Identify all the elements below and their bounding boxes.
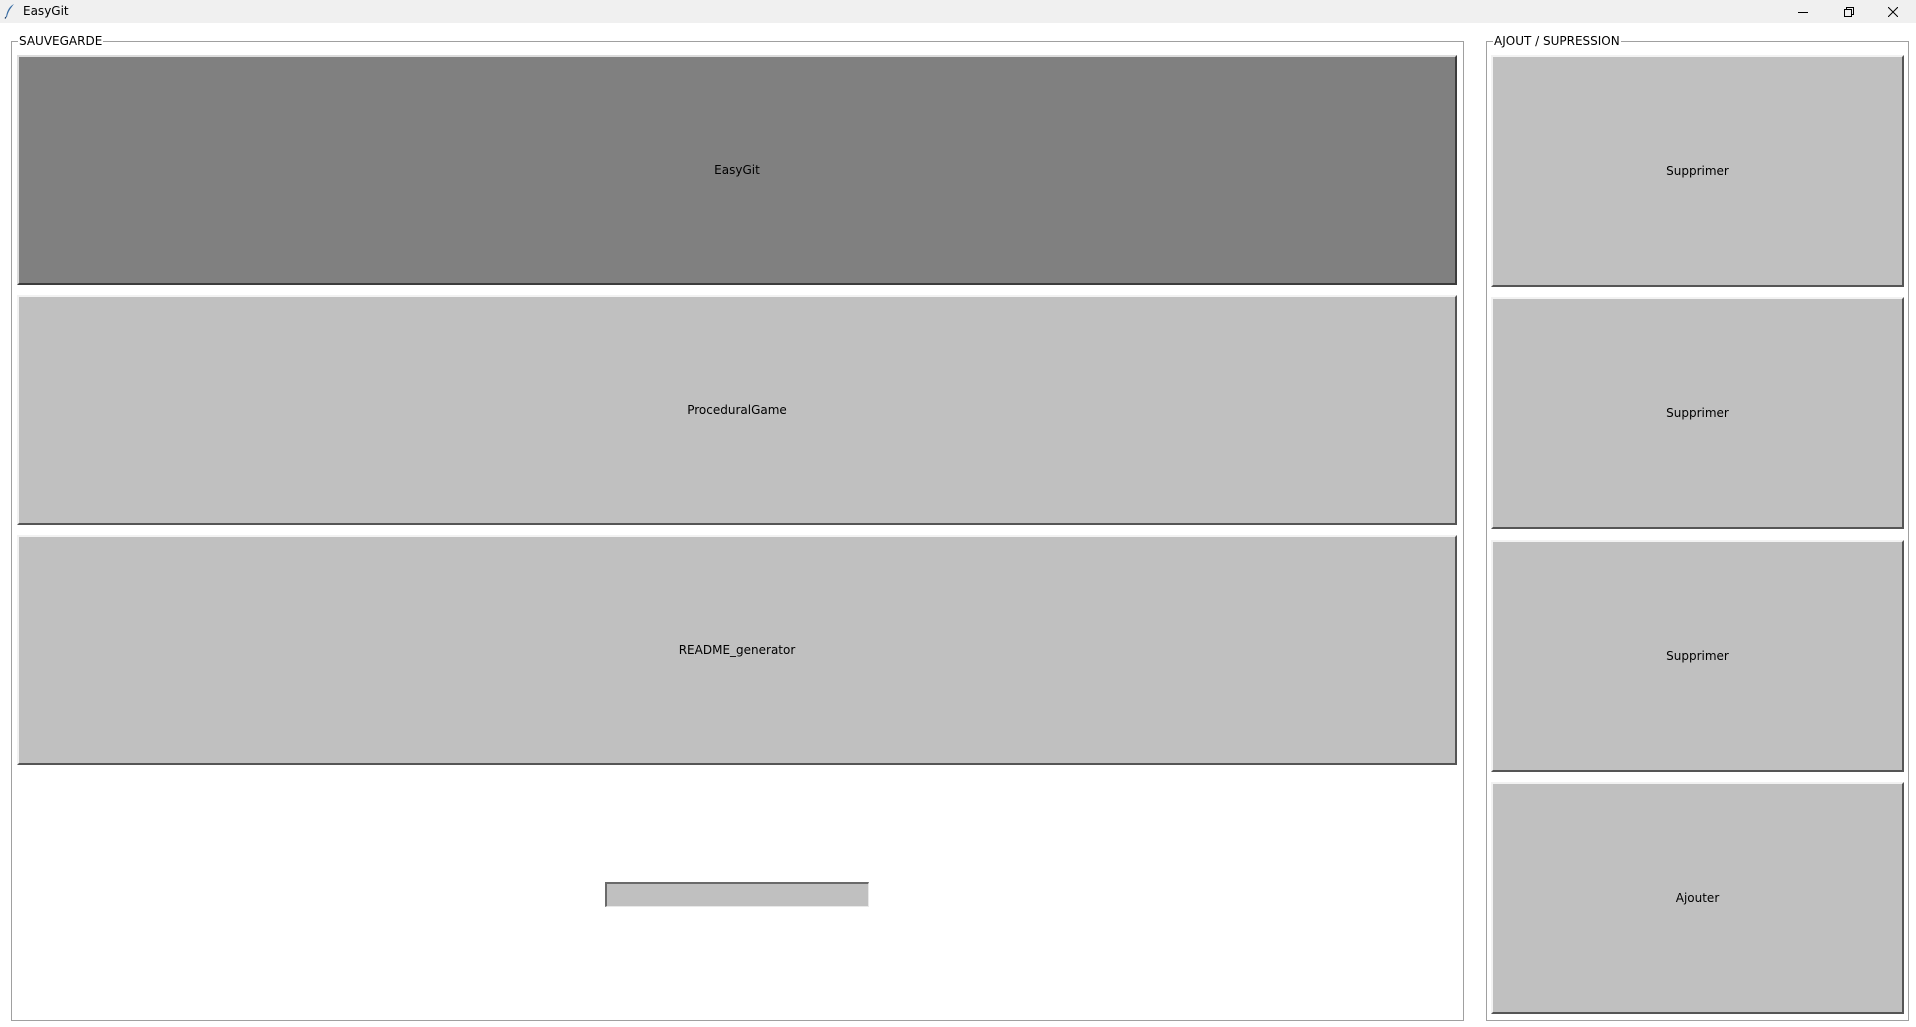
sauvegarde-label: SAUVEGARDE	[18, 34, 104, 48]
window-title: EasyGit	[23, 4, 69, 18]
repo-button-easygit[interactable]: EasyGit	[17, 55, 1457, 285]
ajout-suppression-label: AJOUT / SUPRESSION	[1493, 34, 1621, 48]
delete-button-proceduralgame[interactable]: Supprimer	[1491, 297, 1904, 529]
delete-button-easygit[interactable]: Supprimer	[1491, 55, 1904, 287]
restore-button[interactable]	[1826, 0, 1872, 23]
close-icon	[1888, 6, 1898, 17]
ajout-suppression-frame: AJOUT / SUPRESSION	[1486, 35, 1909, 1021]
feather-icon	[4, 4, 14, 19]
minimize-button[interactable]	[1780, 0, 1826, 23]
repo-button-proceduralgame[interactable]: ProceduralGame	[17, 295, 1457, 525]
close-button[interactable]	[1870, 0, 1916, 23]
commit-message-input[interactable]	[605, 882, 869, 907]
add-button[interactable]: Ajouter	[1491, 782, 1904, 1014]
delete-button-readme-generator[interactable]: Supprimer	[1491, 540, 1904, 772]
minimize-icon	[1798, 11, 1808, 13]
repo-button-readme-generator[interactable]: README_generator	[17, 535, 1457, 765]
sauvegarde-frame: SAUVEGARDE	[11, 35, 1464, 1021]
title-bar: EasyGit	[0, 0, 1916, 23]
restore-icon	[1844, 6, 1854, 17]
